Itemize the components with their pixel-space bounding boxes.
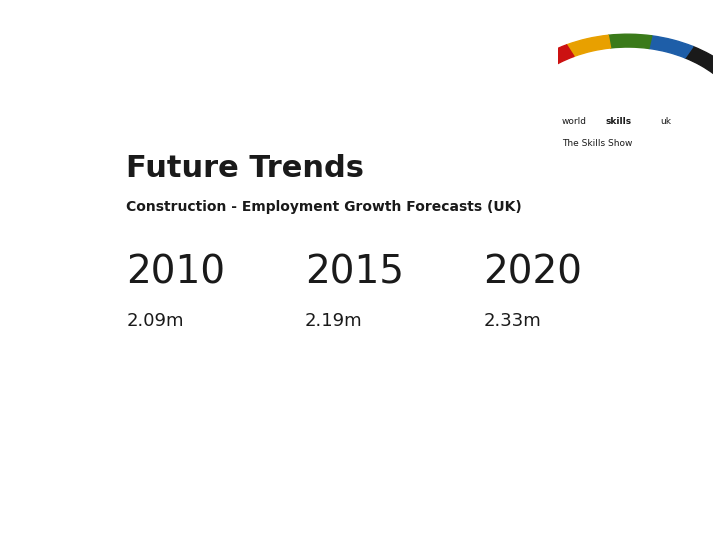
Text: 2010: 2010 [126, 254, 225, 292]
Wedge shape [685, 46, 720, 74]
Text: Future Trends: Future Trends [126, 154, 364, 183]
Text: Construction - Employment Growth Forecasts (UK): Construction - Employment Growth Forecas… [126, 200, 522, 214]
Text: 2.19m: 2.19m [305, 312, 362, 330]
Wedge shape [534, 45, 574, 71]
Wedge shape [649, 36, 693, 58]
Text: 2.33m: 2.33m [483, 312, 541, 330]
Text: The Skills Show: The Skills Show [562, 139, 632, 148]
Text: 2015: 2015 [305, 254, 404, 292]
Text: uk: uk [660, 117, 671, 126]
Wedge shape [608, 34, 652, 49]
Text: world: world [562, 117, 587, 126]
Wedge shape [567, 35, 611, 56]
Text: skills: skills [606, 117, 632, 126]
Text: 2.09m: 2.09m [126, 312, 184, 330]
Text: 2020: 2020 [483, 254, 582, 292]
